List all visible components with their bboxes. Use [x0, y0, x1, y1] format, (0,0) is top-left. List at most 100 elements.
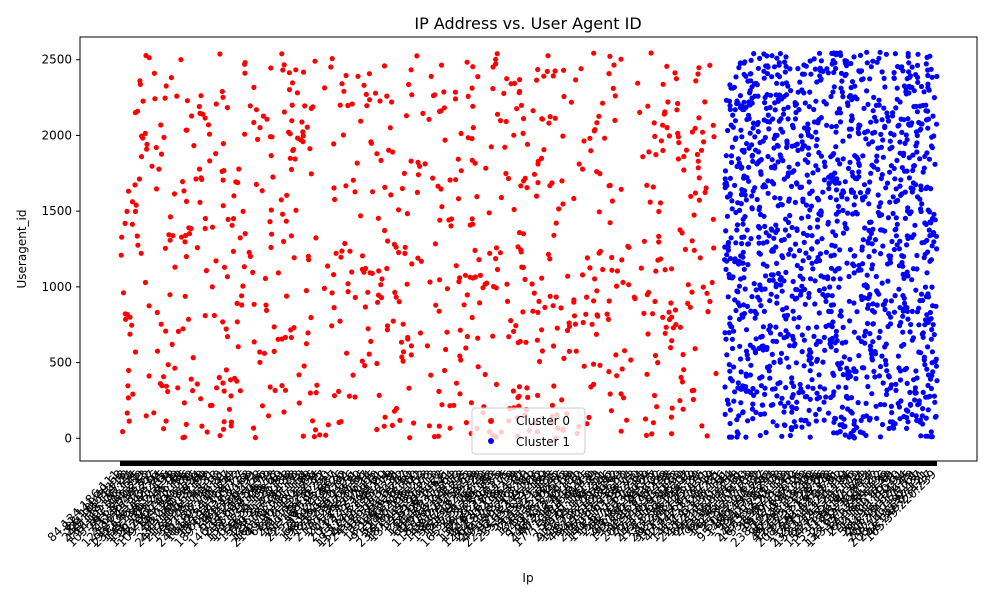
scatter-point-cluster-1 — [893, 233, 900, 239]
scatter-point-cluster-1 — [923, 61, 929, 67]
scatter-point-cluster-1 — [775, 270, 782, 277]
scatter-point-cluster-0 — [288, 166, 295, 173]
scatter-point-cluster-0 — [361, 82, 367, 88]
scatter-point-cluster-1 — [780, 307, 786, 313]
scatter-point-cluster-0 — [541, 73, 547, 79]
scatter-point-cluster-1 — [806, 290, 812, 297]
scatter-point-cluster-0 — [377, 98, 383, 104]
scatter-point-cluster-0 — [530, 308, 536, 314]
scatter-point-cluster-1 — [749, 294, 755, 300]
scatter-point-cluster-1 — [870, 321, 876, 327]
legend-label-cluster-1: Cluster 1 — [516, 435, 570, 449]
scatter-point-cluster-1 — [901, 150, 907, 156]
scatter-point-cluster-1 — [843, 384, 849, 391]
scatter-point-cluster-1 — [772, 107, 778, 113]
scatter-point-cluster-1 — [807, 225, 813, 231]
scatter-point-cluster-0 — [461, 302, 467, 308]
scatter-point-cluster-1 — [794, 399, 800, 405]
scatter-point-cluster-0 — [520, 309, 526, 315]
scatter-point-cluster-0 — [666, 133, 673, 139]
scatter-point-cluster-0 — [458, 130, 464, 137]
scatter-point-cluster-0 — [510, 328, 517, 334]
scatter-point-cluster-0 — [541, 147, 547, 153]
scatter-point-cluster-0 — [640, 154, 646, 160]
scatter-point-cluster-0 — [428, 73, 434, 79]
scatter-point-cluster-1 — [738, 191, 745, 198]
scatter-point-cluster-0 — [618, 428, 624, 434]
scatter-point-cluster-0 — [153, 186, 160, 192]
scatter-point-cluster-1 — [757, 282, 763, 288]
scatter-point-cluster-1 — [825, 274, 831, 280]
scatter-point-cluster-1 — [742, 286, 748, 292]
scatter-point-cluster-0 — [163, 83, 169, 89]
scatter-point-cluster-0 — [269, 231, 275, 237]
scatter-point-cluster-0 — [514, 106, 520, 112]
scatter-point-cluster-1 — [762, 223, 768, 229]
scatter-point-cluster-1 — [861, 182, 868, 188]
scatter-point-cluster-1 — [865, 187, 871, 193]
scatter-point-cluster-1 — [855, 130, 861, 136]
scatter-point-cluster-1 — [729, 345, 736, 352]
scatter-point-cluster-0 — [223, 326, 229, 332]
scatter-point-cluster-1 — [775, 98, 781, 104]
scatter-point-cluster-1 — [776, 92, 783, 98]
scatter-point-cluster-0 — [242, 131, 248, 137]
scatter-point-cluster-1 — [839, 89, 846, 95]
scatter-point-cluster-1 — [825, 221, 831, 227]
scatter-point-cluster-1 — [910, 152, 916, 158]
scatter-point-cluster-1 — [736, 283, 743, 289]
scatter-point-cluster-1 — [824, 122, 830, 128]
scatter-point-cluster-1 — [809, 134, 815, 140]
scatter-point-cluster-1 — [785, 219, 792, 226]
scatter-point-cluster-1 — [891, 75, 897, 81]
scatter-point-cluster-1 — [735, 380, 741, 386]
scatter-point-cluster-1 — [747, 342, 753, 348]
scatter-point-cluster-1 — [868, 351, 875, 357]
scatter-point-cluster-0 — [264, 116, 270, 122]
scatter-point-cluster-1 — [929, 349, 936, 355]
scatter-point-cluster-1 — [847, 356, 853, 362]
scatter-point-cluster-1 — [787, 432, 794, 439]
scatter-point-cluster-1 — [896, 246, 903, 252]
scatter-point-cluster-1 — [831, 372, 837, 378]
scatter-point-cluster-1 — [832, 416, 839, 422]
scatter-point-cluster-1 — [893, 226, 899, 232]
scatter-point-cluster-1 — [812, 301, 818, 307]
scatter-point-cluster-0 — [463, 345, 469, 351]
scatter-point-cluster-1 — [885, 261, 891, 267]
scatter-point-cluster-0 — [696, 115, 702, 121]
scatter-point-cluster-1 — [749, 84, 755, 90]
scatter-point-cluster-0 — [517, 338, 523, 345]
scatter-point-cluster-0 — [668, 345, 674, 351]
scatter-point-cluster-1 — [839, 78, 845, 84]
scatter-point-cluster-0 — [151, 410, 157, 416]
scatter-point-cluster-1 — [887, 199, 893, 205]
scatter-point-cluster-1 — [849, 79, 856, 85]
scatter-point-cluster-1 — [854, 96, 860, 102]
scatter-point-cluster-0 — [547, 183, 553, 189]
scatter-point-cluster-1 — [913, 287, 919, 293]
scatter-point-cluster-1 — [914, 375, 920, 381]
scatter-point-cluster-1 — [777, 359, 783, 365]
scatter-point-cluster-1 — [817, 384, 823, 390]
y-tick-label: 2000 — [41, 128, 72, 142]
scatter-point-cluster-0 — [669, 405, 675, 411]
scatter-point-cluster-0 — [126, 418, 132, 424]
scatter-point-cluster-1 — [783, 305, 790, 311]
scatter-point-cluster-0 — [432, 241, 438, 247]
scatter-point-cluster-1 — [832, 268, 838, 274]
scatter-point-cluster-1 — [925, 382, 931, 389]
scatter-point-cluster-0 — [342, 240, 348, 247]
scatter-point-cluster-1 — [893, 215, 899, 221]
scatter-point-cluster-0 — [352, 294, 358, 300]
scatter-point-cluster-1 — [749, 142, 755, 148]
scatter-point-cluster-1 — [907, 211, 913, 217]
scatter-point-cluster-1 — [761, 75, 767, 81]
scatter-point-cluster-0 — [232, 375, 238, 381]
scatter-point-cluster-1 — [838, 308, 844, 314]
scatter-point-cluster-1 — [729, 378, 735, 384]
scatter-point-cluster-1 — [750, 125, 756, 131]
scatter-point-cluster-1 — [923, 108, 929, 114]
scatter-point-cluster-1 — [765, 112, 771, 118]
scatter-point-cluster-0 — [645, 103, 651, 109]
